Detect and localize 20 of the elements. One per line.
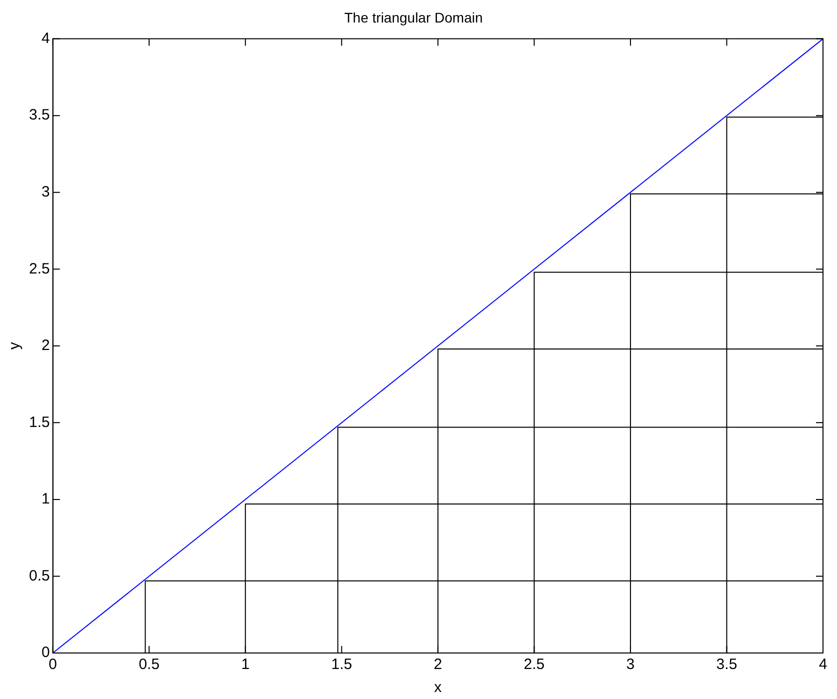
y-tick-label: 0	[42, 644, 50, 662]
x-tick-label: 3.5	[716, 656, 738, 674]
y-tick-label: 2	[42, 337, 50, 354]
x-tick-label: 0.5	[138, 656, 160, 674]
y-tick-label: 2.5	[28, 260, 50, 278]
x-tick-label: 1.5	[331, 656, 352, 674]
x-axis-title: x	[434, 679, 442, 696]
x-tick-label: 2	[434, 656, 442, 674]
y-tick-label: 3	[42, 183, 50, 200]
x-tick-label: 3	[626, 656, 635, 674]
x-tick-label: 4	[818, 656, 828, 674]
y-tick-label: 1	[42, 490, 50, 508]
y-axis-title: y	[6, 342, 24, 350]
chart-title: The triangular Domain	[344, 9, 483, 26]
y-tick-label: 0.5	[28, 567, 50, 584]
y-tick-label: 1.5	[28, 414, 50, 431]
y-tick-label: 4	[42, 30, 50, 47]
x-tick-label: 2.5	[524, 656, 545, 674]
y-tick-label: 3.5	[28, 106, 50, 124]
x-tick-label: 1	[241, 656, 250, 674]
